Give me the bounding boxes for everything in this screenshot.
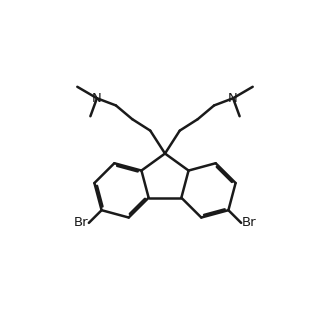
- Text: Br: Br: [242, 216, 256, 229]
- Text: N: N: [228, 92, 238, 105]
- Text: Br: Br: [74, 216, 88, 229]
- Text: N: N: [92, 92, 102, 105]
